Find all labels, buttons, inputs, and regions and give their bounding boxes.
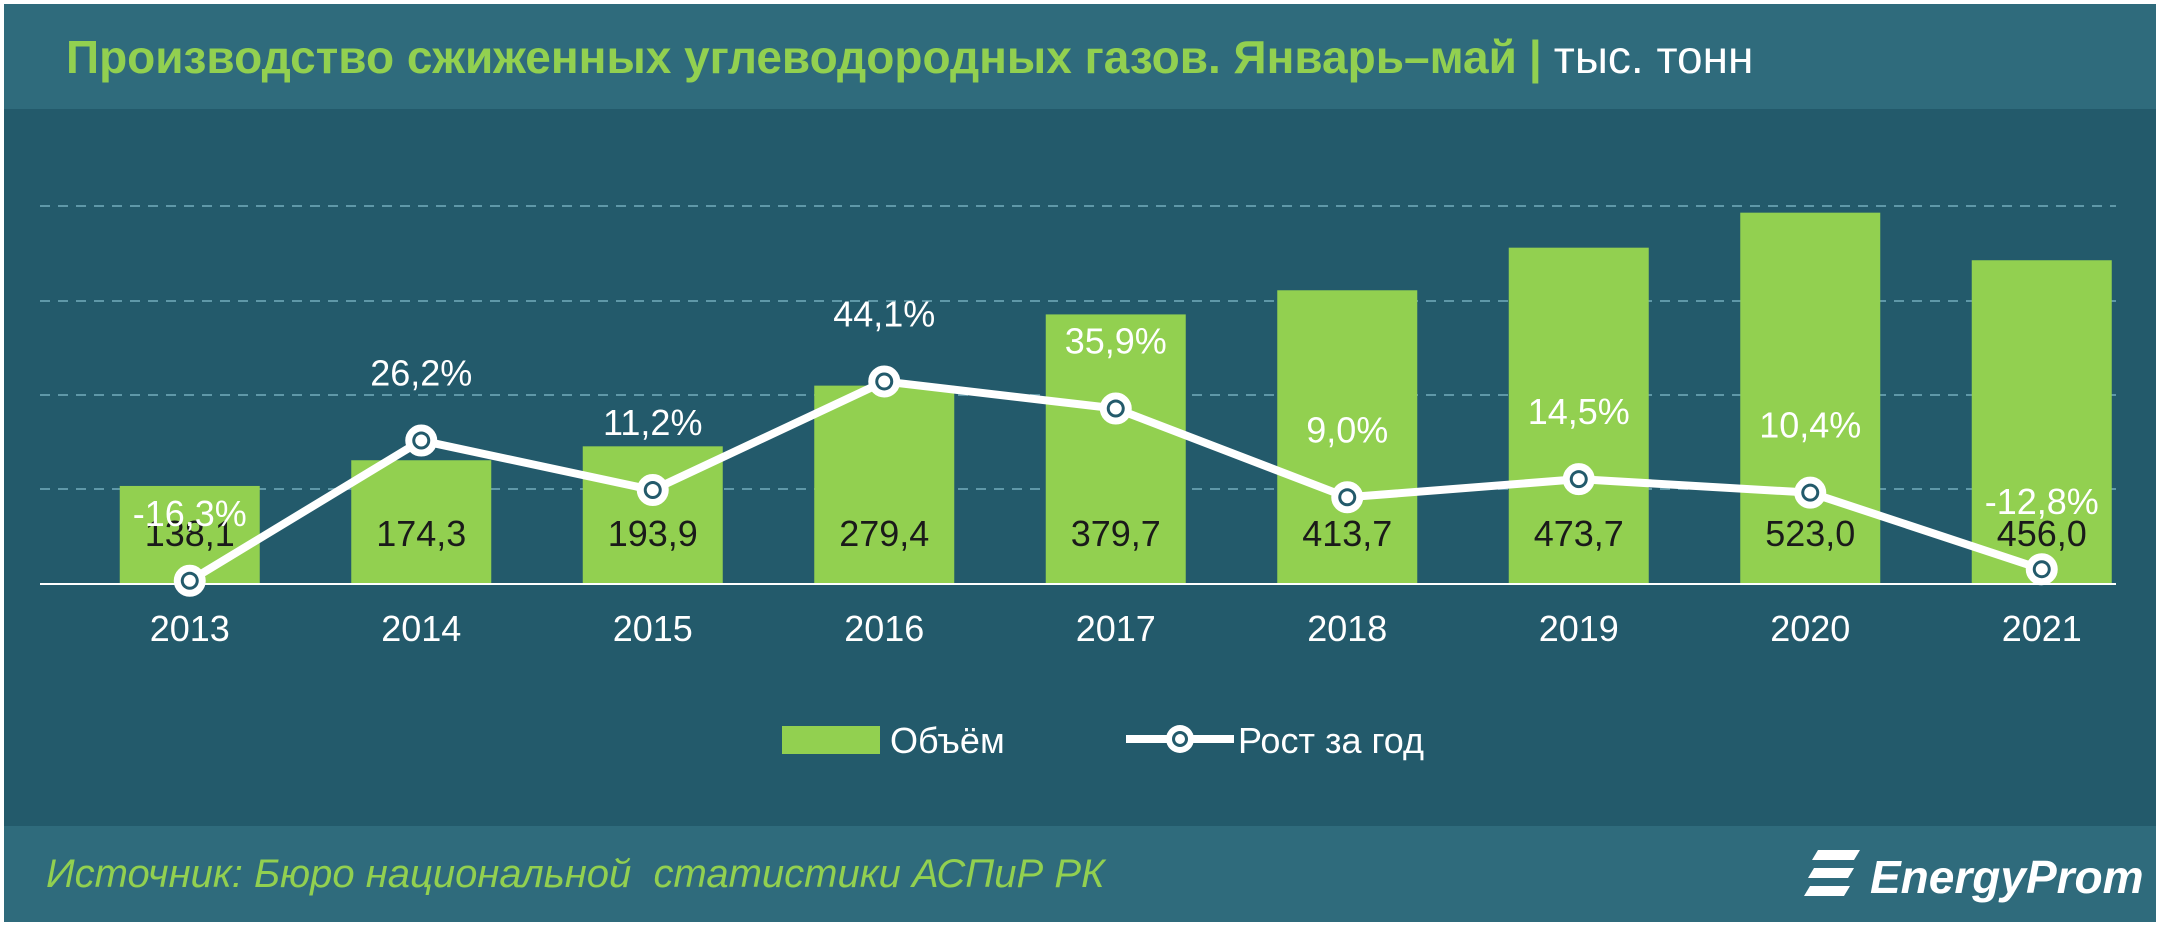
plot-panel: 138,1 174,3 193,9 279,4 379,7 413,7 473,7 523,0…	[4, 109, 2156, 826]
legend-line-label: Рост за год	[1238, 720, 1424, 761]
bar-label-2014: 174,3	[376, 513, 466, 554]
bar-label-2019: 473,7	[1534, 513, 1624, 554]
growth-label-2016: 44,1%	[833, 293, 935, 334]
growth-label-2015: 11,2%	[603, 402, 702, 443]
x-tick-2015: 2015	[613, 608, 693, 649]
x-tick-2013: 2013	[150, 608, 230, 649]
bar-2014	[351, 460, 492, 584]
bar-label-2013: 138,1	[145, 513, 235, 554]
x-tick-2016: 2016	[844, 608, 924, 649]
title-unit: тыс. тонн	[1553, 31, 1754, 83]
bar-2018	[1277, 290, 1418, 584]
bar-2020	[1740, 212, 1881, 585]
bar-label-2018: 413,7	[1302, 513, 1392, 554]
growth-label-2021: -12,8%	[1985, 481, 2099, 522]
growth-point-core-2013	[183, 574, 196, 587]
growth-point-core-2015	[646, 484, 659, 497]
brand-logo: EnergyProm	[1804, 844, 2144, 904]
footer-bar: Источник: Бюро национальной статистики А…	[4, 826, 2156, 922]
bar-label-2021: 456,0	[1997, 513, 2087, 554]
growth-point-core-2020	[1804, 486, 1817, 499]
legend-bar-swatch	[782, 726, 880, 754]
bar-2019	[1508, 247, 1649, 584]
legend-line-marker-core	[1175, 734, 1185, 744]
bar-label-2015: 193,9	[608, 513, 698, 554]
bar-2021	[1971, 260, 2112, 584]
growth-point-core-2018	[1341, 491, 1354, 504]
bar-label-2020: 523,0	[1765, 513, 1855, 554]
growth-label-2014: 26,2%	[370, 353, 472, 394]
x-tick-2021: 2021	[2002, 608, 2082, 649]
energyprom-logo-icon	[1804, 850, 1860, 896]
chart-svg: 138,1 174,3 193,9 279,4 379,7 413,7 473,7 523,0…	[40, 205, 2116, 761]
growth-label-2020: 10,4%	[1759, 405, 1861, 446]
growth-point-core-2017	[1109, 402, 1122, 415]
growth-point-core-2019	[1572, 473, 1585, 486]
growth-label-2018: 9,0%	[1306, 409, 1388, 450]
bar-2016	[814, 385, 955, 584]
x-tick-2018: 2018	[1307, 608, 1387, 649]
growth-point-core-2016	[878, 375, 891, 388]
growth-point-core-2014	[415, 434, 428, 447]
x-tick-2014: 2014	[381, 608, 461, 649]
chart-title: Производство сжиженных углеводородных га…	[66, 30, 1753, 84]
title-main: Производство сжиженных углеводородных га…	[66, 31, 1517, 83]
growth-label-2013: -16,3%	[133, 493, 247, 534]
growth-point-core-2021	[2035, 563, 2048, 576]
bar-label-2016: 279,4	[839, 513, 929, 554]
brand-name: EnergyProm	[1870, 851, 2144, 903]
chart-frame: Производство сжиженных углеводородных га…	[4, 4, 2156, 922]
legend-bar-label: Объём	[890, 720, 1005, 761]
source-note: Источник: Бюро национальной статистики А…	[46, 852, 1105, 896]
bar-label-2017: 379,7	[1071, 513, 1161, 554]
growth-label-2017: 35,9%	[1065, 321, 1167, 362]
x-tick-2017: 2017	[1076, 608, 1156, 649]
title-bar: Производство сжиженных углеводородных га…	[4, 4, 2156, 109]
bar-2017	[1045, 314, 1186, 584]
growth-label-2019: 14,5%	[1528, 391, 1630, 432]
title-separator: |	[1528, 31, 1542, 83]
x-tick-2020: 2020	[1770, 608, 1850, 649]
x-tick-2019: 2019	[1539, 608, 1619, 649]
